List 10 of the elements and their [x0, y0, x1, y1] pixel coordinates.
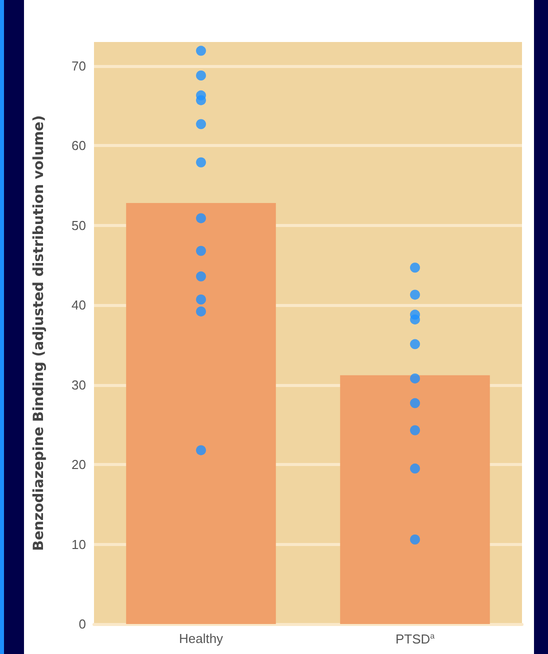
y-tick-label: 30 [72, 377, 86, 392]
y-axis-title: Benzodiazepine Binding (adjusted distribution volume) [31, 115, 47, 551]
y-tick-label: 40 [72, 298, 86, 313]
y-tick-label: 10 [72, 536, 86, 552]
y-tick-label: 20 [72, 457, 86, 472]
x-tick-label: Healthy [178, 631, 224, 646]
y-tick-label: 60 [72, 138, 86, 154]
y-tick-label: 70 [72, 58, 86, 74]
y-tick-label: 50 [72, 218, 86, 233]
y-tick-label: 0 [78, 616, 86, 632]
